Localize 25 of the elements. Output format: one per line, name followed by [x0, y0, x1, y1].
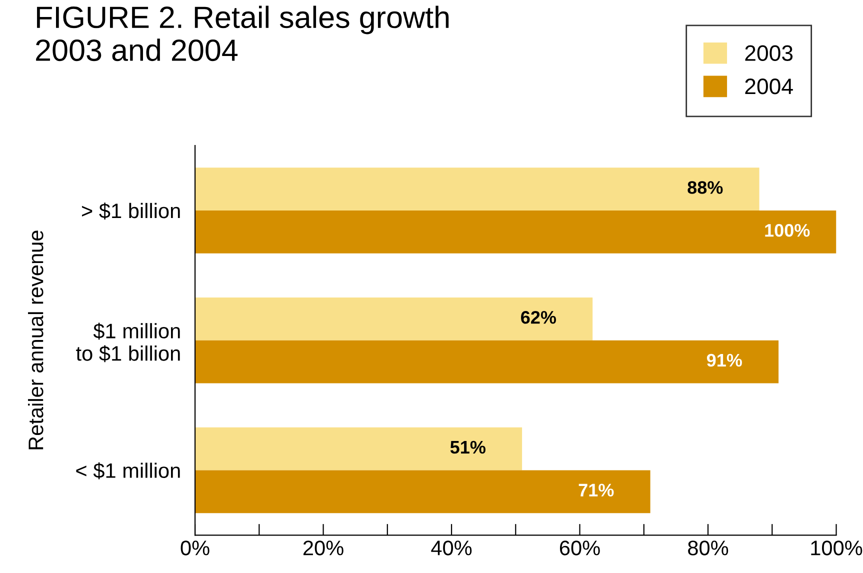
x-tick-label: 0%: [180, 540, 210, 556]
legend-label: 2003: [745, 45, 793, 61]
data-label: 62%: [521, 310, 556, 324]
x-tick-label: 80%: [688, 540, 728, 556]
data-label: 51%: [450, 440, 486, 454]
bar: [195, 470, 650, 514]
bar: [195, 210, 836, 254]
bar: [195, 427, 522, 470]
y-tick-label: > $1 billion: [82, 202, 180, 220]
x-tick-label: 40%: [431, 540, 472, 556]
data-label: 91%: [706, 354, 742, 367]
x-tick-label: 100%: [811, 540, 862, 556]
data-label: 71%: [578, 484, 614, 496]
x-tick-label: 60%: [560, 540, 600, 556]
y-tick-label: < $1 million: [76, 462, 180, 480]
chart-title: FIGURE 2. Retail sales growth 2003 and 2004: [36, 6, 449, 62]
x-tick-label: 20%: [303, 540, 344, 556]
bar: [195, 340, 779, 384]
data-label: 100%: [765, 224, 810, 237]
y-axis-title: Retailer annual revenue: [28, 230, 44, 450]
bar: [195, 168, 760, 210]
legend-label: 2004: [745, 78, 793, 94]
data-label: 88%: [688, 181, 723, 194]
bar: [195, 298, 593, 340]
y-tick-label: $1 million to $1 billion: [76, 322, 180, 362]
